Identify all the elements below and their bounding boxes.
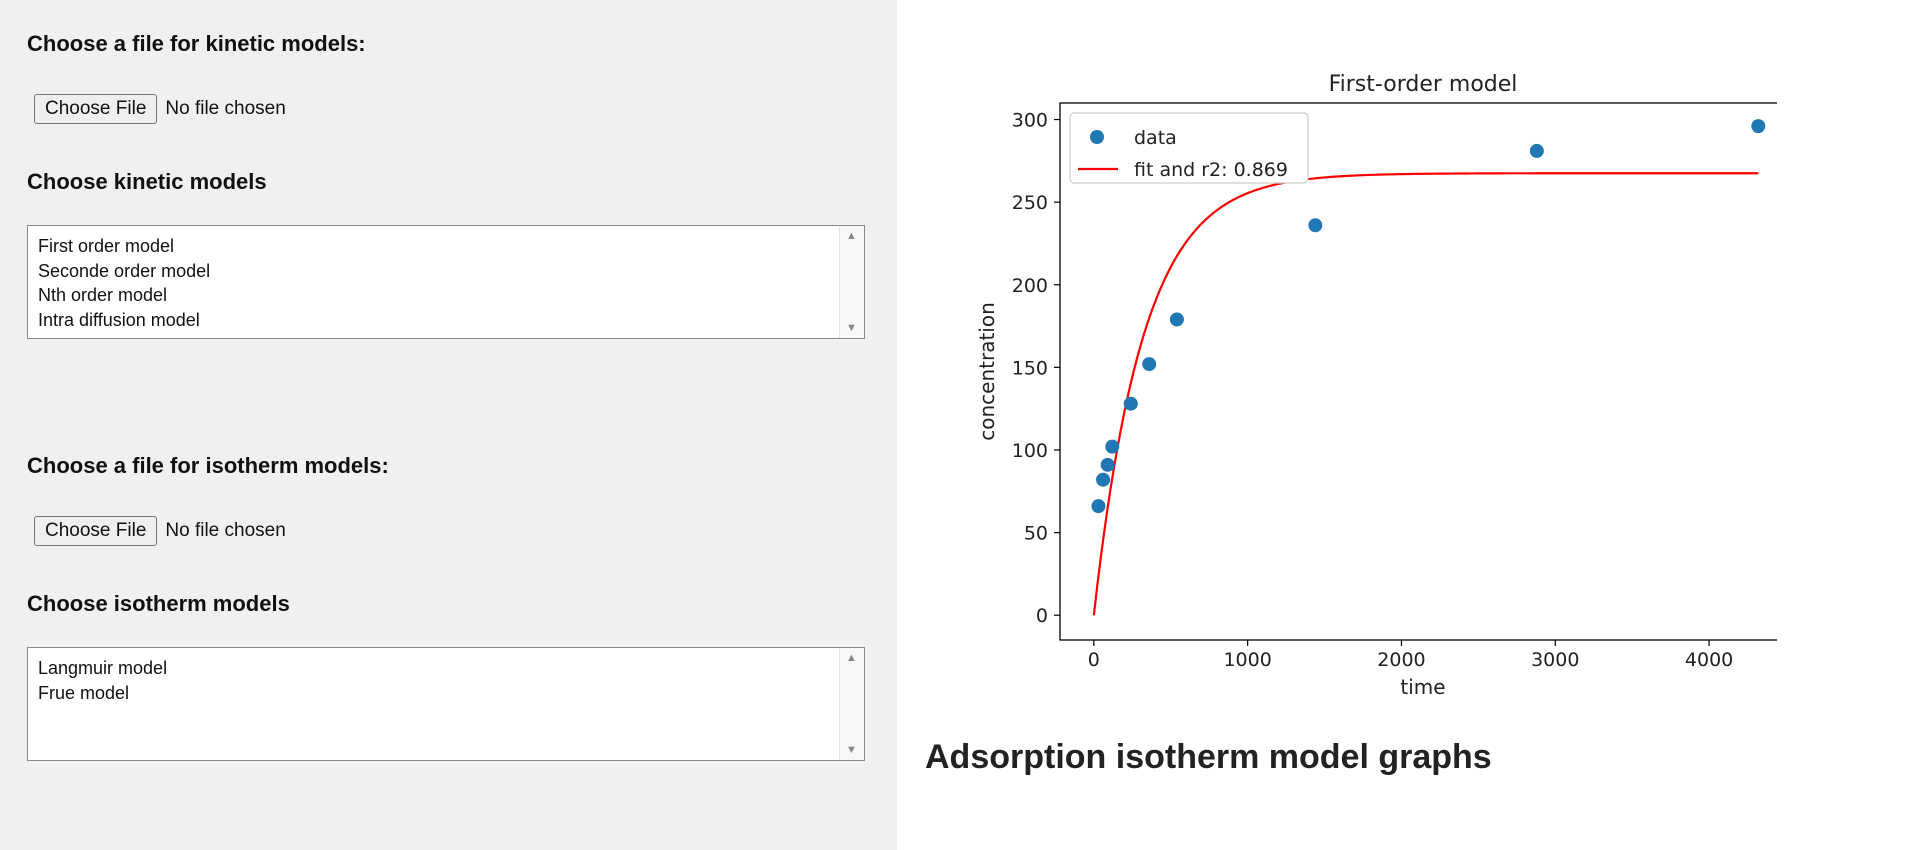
kinetic-file-heading: Choose a file for kinetic models: xyxy=(27,31,366,56)
data-point xyxy=(1105,439,1120,454)
list-item[interactable]: Intra diffusion model xyxy=(38,309,200,330)
isotherm-file-heading: Choose a file for isotherm models: xyxy=(27,453,389,478)
x-axis-label: time xyxy=(1400,675,1445,699)
data-point xyxy=(1751,119,1766,134)
y-tick-label: 50 xyxy=(1024,523,1048,545)
isotherm-models-heading: Choose isotherm models xyxy=(27,591,290,616)
legend-marker-data xyxy=(1090,130,1104,144)
scroll-down-icon[interactable]: ▼ xyxy=(846,322,857,334)
isotherm-listbox-scrollbar[interactable]: ▲ ▼ xyxy=(839,648,864,760)
data-point xyxy=(1096,472,1111,487)
list-item[interactable]: Langmuir model xyxy=(38,658,168,678)
legend-label-fit: fit and r2: 0.869 xyxy=(1134,159,1288,181)
x-tick-label: 3000 xyxy=(1531,649,1579,671)
isotherm-file-input: Choose File No file chosen xyxy=(34,516,286,546)
data-point xyxy=(1091,499,1106,514)
first-order-model-chart: First-order model 0 1000 2000 3000 4000 0 50 100… xyxy=(975,72,1777,699)
chart-title: First-order model xyxy=(1329,72,1518,97)
kinetic-file-input: Choose File No file chosen xyxy=(34,94,286,124)
scroll-down-icon[interactable]: ▼ xyxy=(846,744,857,756)
x-tick-label: 4000 xyxy=(1685,649,1733,671)
data-point xyxy=(1529,143,1544,158)
scroll-up-icon[interactable]: ▲ xyxy=(846,652,857,664)
x-tick-label: 1000 xyxy=(1223,649,1271,671)
kinetic-listbox-scrollbar[interactable]: ▲ ▼ xyxy=(839,226,864,338)
data-point xyxy=(1142,357,1157,372)
form-panel: Choose a file for kinetic models: Choose… xyxy=(0,0,897,850)
data-point xyxy=(1169,312,1184,327)
kinetic-file-status: No file chosen xyxy=(165,98,286,119)
y-tick-label: 200 xyxy=(1012,275,1048,297)
kinetic-models-heading: Choose kinetic models xyxy=(27,169,267,194)
list-item[interactable]: First order model xyxy=(38,236,175,256)
plot-frame xyxy=(1059,102,1777,641)
y-tick-label: 150 xyxy=(1012,357,1048,379)
isotherm-choose-file-button[interactable]: Choose File xyxy=(34,516,158,546)
list-item[interactable]: Nth order model xyxy=(38,285,168,305)
graphs-panel: First-order model 0 1000 2000 3000 4000 0 50 100… xyxy=(897,0,1920,850)
y-tick-label: 100 xyxy=(1012,440,1048,462)
y-tick-label: 250 xyxy=(1012,192,1048,214)
scroll-up-icon[interactable]: ▲ xyxy=(846,230,857,242)
x-tick-label: 2000 xyxy=(1377,649,1425,671)
x-tick-label: 0 xyxy=(1088,649,1100,671)
fit-line xyxy=(1092,172,1759,616)
isotherm-models-listbox[interactable]: Langmuir model Frue model ▲ ▼ xyxy=(27,647,865,761)
y-tick-label: 0 xyxy=(1036,605,1048,627)
y-tick-label: 300 xyxy=(1012,110,1048,132)
kinetic-choose-file-button[interactable]: Choose File xyxy=(34,94,158,124)
isotherm-file-status: No file chosen xyxy=(165,520,286,541)
data-point xyxy=(1308,218,1323,233)
kinetic-models-listbox[interactable]: First order model Seconde order model Nt… xyxy=(27,225,865,339)
y-axis-label: concentration xyxy=(975,302,999,441)
legend-box xyxy=(1069,112,1309,184)
legend-label-data: data xyxy=(1134,127,1177,149)
data-point xyxy=(1100,457,1115,472)
data-point xyxy=(1123,396,1138,411)
isotherm-graphs-heading: Adsorption isotherm model graphs xyxy=(925,738,1492,776)
list-item[interactable]: Frue model xyxy=(38,682,130,703)
list-item[interactable]: Seconde order model xyxy=(38,260,211,281)
